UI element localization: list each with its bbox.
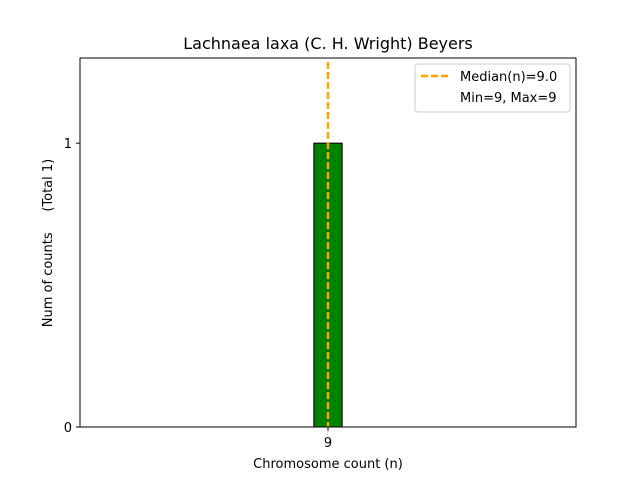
y-tick-label: 1 [64,137,72,152]
legend: Median(n)=9.0 Min=9, Max=9 [414,63,571,113]
y-tick-label: 0 [64,421,72,436]
legend-entry-minmax: Min=9, Max=9 [460,91,557,106]
chart-title: Lachnaea laxa (C. H. Wright) Beyers [183,34,473,53]
y-axis-label: Num of counts (Total 1) [41,159,56,327]
plot-area: 9 0 1 [64,62,484,451]
x-axis-label: Chromosome count (n) [253,457,403,472]
legend-box [414,63,571,113]
legend-entry-median: Median(n)=9.0 [460,70,557,85]
x-tick-label: 9 [324,436,332,451]
axes-frame [79,57,577,428]
